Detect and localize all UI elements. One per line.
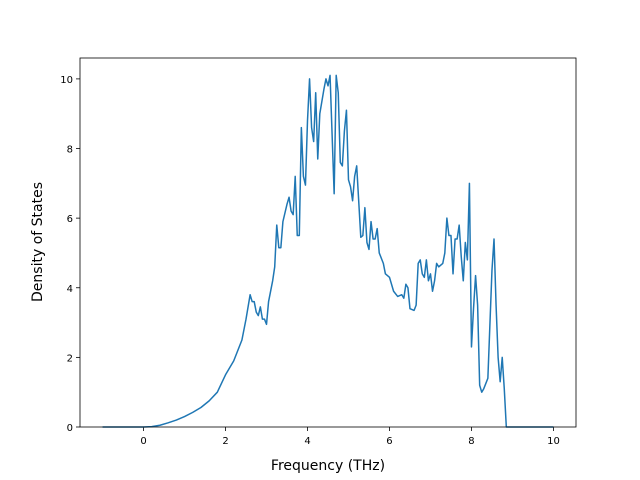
x-axis-label: Frequency (THz) bbox=[271, 458, 385, 474]
x-tick-label: 10 bbox=[547, 436, 560, 447]
y-tick-label: 2 bbox=[67, 353, 73, 364]
y-tick-label: 10 bbox=[60, 75, 73, 86]
x-tick-label: 2 bbox=[222, 436, 228, 447]
y-tick-label: 8 bbox=[67, 145, 73, 156]
x-tick-label: 0 bbox=[140, 436, 146, 447]
y-tick-label: 4 bbox=[67, 284, 73, 295]
plot-frame bbox=[79, 57, 577, 428]
x-tick-label: 4 bbox=[304, 436, 310, 447]
x-tick-label: 6 bbox=[386, 436, 392, 447]
data-line bbox=[102, 74, 554, 428]
x-tick-label: 8 bbox=[468, 436, 474, 447]
y-tick-label: 0 bbox=[67, 423, 73, 434]
y-tick-label: 6 bbox=[67, 214, 73, 225]
y-axis-label: Density of States bbox=[30, 182, 46, 302]
